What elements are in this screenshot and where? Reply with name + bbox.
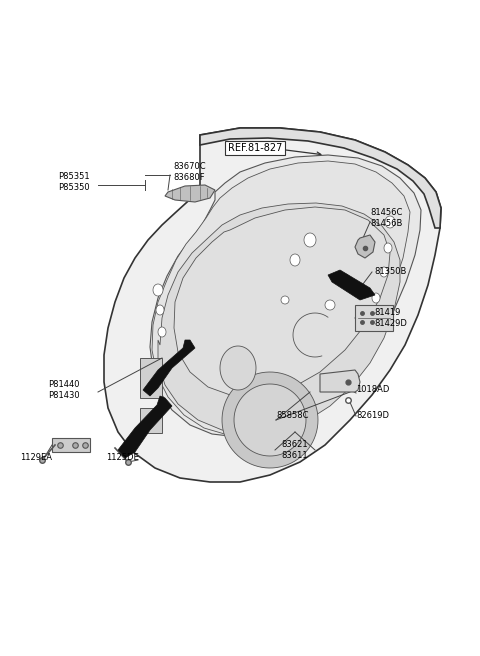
Polygon shape <box>174 207 390 396</box>
Polygon shape <box>328 270 375 300</box>
Polygon shape <box>143 340 195 396</box>
Polygon shape <box>304 233 316 247</box>
Polygon shape <box>220 346 256 390</box>
Polygon shape <box>152 161 410 435</box>
Text: REF.81-827: REF.81-827 <box>228 143 282 153</box>
Polygon shape <box>355 235 375 258</box>
Polygon shape <box>234 384 306 456</box>
Polygon shape <box>222 372 318 468</box>
Text: 81419
81429D: 81419 81429D <box>374 308 407 328</box>
Polygon shape <box>362 317 370 327</box>
Text: 81350B: 81350B <box>374 268 407 276</box>
Bar <box>355 305 393 331</box>
Text: 82619D: 82619D <box>356 411 389 419</box>
Text: 83621
83611: 83621 83611 <box>282 440 308 460</box>
Polygon shape <box>165 185 215 202</box>
Polygon shape <box>150 155 421 437</box>
Text: 1018AD: 1018AD <box>356 386 389 394</box>
Polygon shape <box>104 128 441 482</box>
Bar <box>140 408 162 433</box>
Text: 1129EA: 1129EA <box>20 453 52 462</box>
Polygon shape <box>158 327 166 337</box>
Text: P85351
P85350: P85351 P85350 <box>58 173 90 192</box>
Text: P81440
P81430: P81440 P81430 <box>48 380 80 400</box>
Polygon shape <box>325 300 335 310</box>
Polygon shape <box>372 293 380 303</box>
Polygon shape <box>380 267 388 277</box>
Bar <box>52 438 90 452</box>
Polygon shape <box>320 370 360 392</box>
Polygon shape <box>340 274 350 286</box>
Text: 1125DE: 1125DE <box>106 453 139 462</box>
Polygon shape <box>281 296 289 304</box>
Text: 83670C
83680F: 83670C 83680F <box>173 162 205 182</box>
Bar <box>140 358 162 398</box>
Polygon shape <box>200 128 441 228</box>
Polygon shape <box>385 216 395 228</box>
Polygon shape <box>384 243 392 253</box>
Polygon shape <box>156 305 164 315</box>
Polygon shape <box>158 203 400 434</box>
Text: 81456C
81456B: 81456C 81456B <box>370 209 402 228</box>
Polygon shape <box>118 396 172 458</box>
Polygon shape <box>290 254 300 266</box>
Polygon shape <box>153 284 163 296</box>
Text: 85858C: 85858C <box>276 411 309 419</box>
